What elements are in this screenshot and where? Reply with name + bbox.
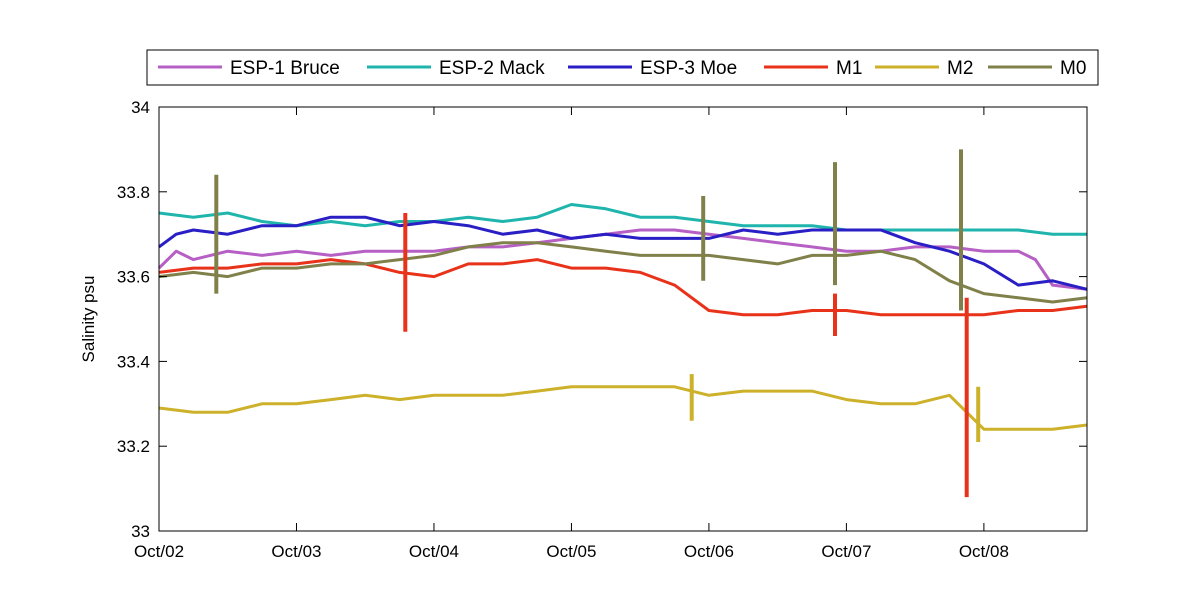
legend-label: M0 xyxy=(1060,58,1086,79)
y-tick-label: 33.8 xyxy=(117,183,150,202)
series-line-esp-2-mack xyxy=(158,203,1087,236)
x-tick-label: Oct/03 xyxy=(271,542,321,561)
y-tick-label: 33.2 xyxy=(117,437,150,456)
y-tick-label: 33 xyxy=(131,522,150,541)
plot-frame xyxy=(158,106,1088,532)
legend: ESP-1 Bruce ESP-2 Mack ESP-3 Moe M1 M2 M0 xyxy=(146,49,1099,86)
legend-label: M1 xyxy=(836,58,862,79)
series-layer xyxy=(157,149,1088,498)
x-tick-label: Oct/04 xyxy=(409,542,459,561)
y-axis: 33 33.2 33.4 33.6 33.8 34 xyxy=(117,98,1087,541)
series-line-m2 xyxy=(158,385,1088,431)
x-tick-label: Oct/02 xyxy=(134,542,184,561)
x-tick-label: Oct/05 xyxy=(546,542,596,561)
legend-label: ESP-2 Mack xyxy=(439,58,545,79)
series-line-esp-3-moe xyxy=(158,215,1088,291)
x-tick-label: Oct/07 xyxy=(821,542,871,561)
legend-label: ESP-3 Moe xyxy=(640,58,737,79)
x-axis: Oct/02 Oct/03 Oct/04 Oct/05 Oct/06 Oct/07 Oct/… xyxy=(134,107,1009,561)
series-line-m1 xyxy=(158,258,1088,317)
y-tick-label: 33.4 xyxy=(117,352,150,371)
y-tick-label: 34 xyxy=(131,98,150,117)
x-tick-label: Oct/08 xyxy=(959,542,1009,561)
y-axis-label: Salinity psu xyxy=(79,276,98,363)
legend-label: ESP-1 Bruce xyxy=(230,58,340,79)
x-tick-label: Oct/06 xyxy=(684,542,734,561)
series-line-esp-1-bruce xyxy=(157,228,1088,291)
legend-label: M2 xyxy=(947,58,973,79)
series-line-m0 xyxy=(158,241,1088,304)
y-tick-label: 33.6 xyxy=(117,268,150,287)
